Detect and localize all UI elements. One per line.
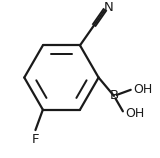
Text: OH: OH [134,82,153,96]
Text: N: N [104,1,114,14]
Text: OH: OH [125,107,144,120]
Text: F: F [32,134,39,146]
Text: B: B [109,89,119,102]
